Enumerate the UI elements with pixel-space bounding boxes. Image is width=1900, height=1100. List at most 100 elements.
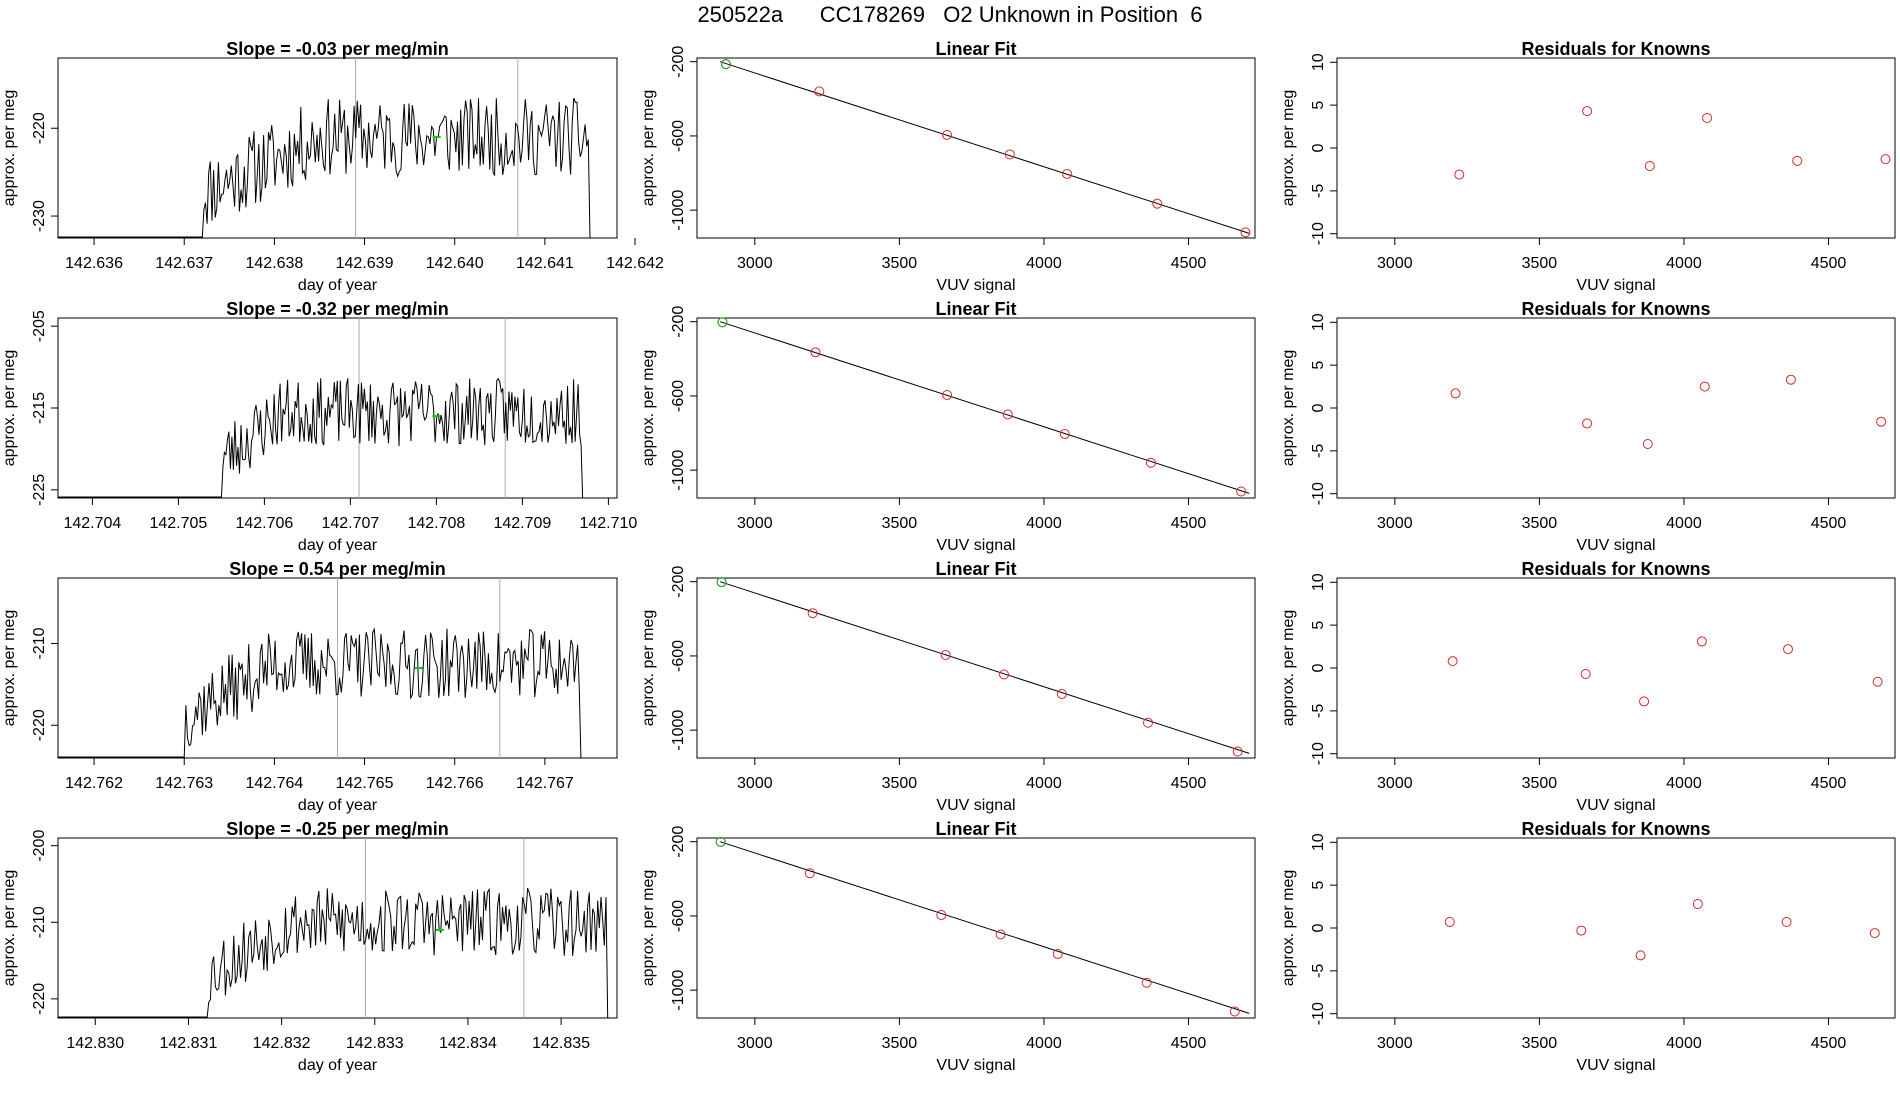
chart-1-x-tick-label: 142.637	[155, 255, 213, 272]
chart-11-unknown-point	[715, 836, 726, 847]
chart-7-y-tick-label: -220	[31, 709, 48, 741]
chart-3-y-tick-label: 10	[1310, 53, 1327, 71]
chart-8-x-tick-label: 4500	[1171, 775, 1207, 792]
chart-9-y-tick-label: 5	[1310, 621, 1327, 630]
chart-12-x-axis-label: VUV signal	[1576, 1057, 1655, 1074]
chart-11-plot-frame	[696, 837, 1256, 1019]
chart-8-x-axis-label: VUV signal	[936, 797, 1015, 814]
chart-12-y-tick-label: -5	[1310, 964, 1327, 978]
chart-5-x-tick-label: 4500	[1171, 515, 1207, 532]
chart-5-x-axis-label: VUV signal	[936, 537, 1015, 554]
chart-5-y-tick-label: -1000	[670, 450, 687, 491]
chart-3-x-tick-label: 3500	[1522, 255, 1558, 272]
chart-4-x-tick-label: 142.710	[579, 515, 637, 532]
chart-5-y-tick-label: -200	[670, 306, 687, 338]
chart-7-y-axis-label: approx. per meg	[1, 610, 18, 727]
chart-2-known-point	[1004, 149, 1015, 160]
chart-4-y-tick-label: -205	[31, 310, 48, 342]
chart-2-unknown-point	[720, 59, 732, 70]
chart-12-residual-point	[1781, 917, 1792, 927]
chart-10-title: Slope = -0.25 per meg/min	[226, 819, 449, 839]
chart-5-y-axis-label: approx. per meg	[640, 350, 657, 467]
chart-9-residual-point	[1447, 656, 1458, 667]
chart-4-x-tick-label: 142.707	[321, 515, 379, 532]
chart-6-x-tick-label: 3000	[1377, 515, 1413, 532]
chart-2-plot-frame	[696, 57, 1256, 239]
chart-7-x-tick-label: 142.767	[516, 775, 574, 792]
chart-8-known-point	[1056, 688, 1067, 699]
chart-3-residual-point	[1880, 154, 1891, 165]
chart-1-series-line	[201, 97, 591, 239]
chart-3-x-axis-label: VUV signal	[1576, 277, 1655, 294]
chart-10-x-tick-label: 142.831	[160, 1035, 218, 1052]
chart-1-x-axis-label: day of year	[298, 277, 378, 294]
chart-12-y-tick-label: -10	[1310, 1002, 1327, 1025]
chart-11-y-tick-label: -200	[670, 826, 687, 858]
chart-1-x-tick-label: 142.641	[516, 255, 574, 272]
chart-5-known-point	[1145, 457, 1156, 468]
chart-3-y-tick-label: -5	[1310, 184, 1327, 198]
chart-6-y-tick-label: -10	[1310, 482, 1327, 505]
chart-1-x-tick-label: 142.642	[606, 255, 664, 272]
chart-12-residual-point	[1692, 899, 1703, 909]
chart-10-plot-frame	[57, 837, 618, 1019]
chart-9-x-tick-label: 4500	[1811, 775, 1847, 792]
chart-9-residual-point	[1580, 669, 1591, 679]
chart-12-residual-point	[1635, 950, 1646, 961]
chart-8-plot-frame	[696, 577, 1256, 759]
chart-2-known-point	[814, 86, 825, 97]
chart-10-x-tick-label: 142.834	[439, 1035, 497, 1052]
chart-9-y-axis-label: approx. per meg	[1280, 610, 1297, 727]
chart-12-x-tick-label: 3500	[1522, 1035, 1558, 1052]
chart-11-y-axis-label: approx. per meg	[640, 870, 657, 987]
chart-12-y-tick-label: 5	[1310, 881, 1327, 890]
chart-5-known-point	[1236, 486, 1247, 497]
chart-5-x-tick-label: 3500	[882, 515, 918, 532]
chart-2-y-tick-label: -1000	[670, 190, 687, 231]
chart-10-x-axis-label: day of year	[298, 1057, 378, 1074]
chart-4-x-tick-label: 142.705	[149, 515, 207, 532]
chart-11-x-tick-label: 4500	[1171, 1035, 1207, 1052]
chart-2-y-tick-label: -200	[670, 46, 687, 78]
chart-11-known-point	[1052, 948, 1063, 959]
chart-6-x-tick-label: 4500	[1811, 515, 1847, 532]
chart-3-title: Residuals for Knowns	[1521, 39, 1710, 59]
chart-12-plot-frame	[1336, 837, 1896, 1019]
chart-7-title: Slope = 0.54 per meg/min	[229, 559, 446, 579]
chart-7-x-tick-label: 142.764	[245, 775, 303, 792]
chart-3-x-tick-label: 4000	[1666, 255, 1702, 272]
chart-9-x-axis-label: VUV signal	[1576, 797, 1655, 814]
chart-11-y-tick-label: -1000	[670, 970, 687, 1011]
chart-2-y-axis-label: approx. per meg	[640, 90, 657, 207]
chart-2-known-point	[1240, 227, 1251, 238]
chart-2-title: Linear Fit	[935, 39, 1016, 59]
chart-2-known-point	[1152, 198, 1163, 209]
chart-3-residual-point	[1792, 155, 1803, 166]
chart-6-plot-frame	[1336, 317, 1896, 499]
chart-11-known-point	[936, 910, 947, 921]
chart-1-y-axis-label: approx. per meg	[1, 90, 18, 207]
chart-12-x-tick-label: 3000	[1377, 1035, 1413, 1052]
chart-7-x-tick-label: 142.766	[426, 775, 484, 792]
chart-9-title: Residuals for Knowns	[1521, 559, 1710, 579]
chart-8-x-tick-label: 3500	[882, 775, 918, 792]
chart-2-x-axis-label: VUV signal	[936, 277, 1015, 294]
chart-11-x-axis-label: VUV signal	[936, 1057, 1015, 1074]
chart-12-residual-point	[1869, 928, 1880, 939]
chart-10-y-tick-label: -220	[31, 983, 48, 1015]
chart-3-residual-point	[1702, 113, 1713, 123]
chart-9-x-tick-label: 3000	[1377, 775, 1413, 792]
chart-4-y-tick-label: -215	[31, 392, 48, 424]
chart-9-residual-point	[1783, 644, 1794, 655]
chart-7-x-axis-label: day of year	[298, 797, 378, 814]
chart-8-known-point	[940, 650, 951, 661]
chart-9-y-tick-label: 0	[1310, 663, 1327, 672]
chart-9-y-tick-label: 10	[1310, 573, 1327, 591]
chart-8-known-point	[807, 608, 818, 619]
chart-6-y-axis-label: approx. per meg	[1280, 350, 1297, 467]
chart-2-x-tick-label: 4500	[1171, 255, 1207, 272]
chart-10-y-axis-label: approx. per meg	[1, 870, 18, 987]
chart-12-y-tick-label: 0	[1310, 923, 1327, 932]
chart-8-y-axis-label: approx. per meg	[640, 610, 657, 727]
